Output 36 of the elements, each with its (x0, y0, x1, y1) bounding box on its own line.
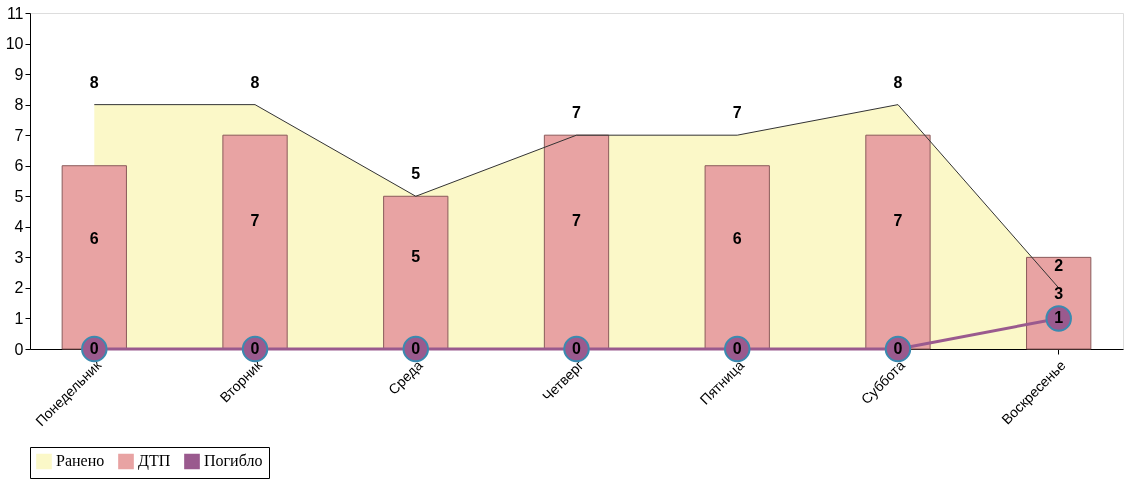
data-label: 1 (1054, 309, 1064, 327)
data-label: 6 (732, 230, 742, 248)
legend-label: Ранено (56, 452, 105, 470)
y-tick-label: 3 (14, 248, 24, 266)
data-label: 0 (89, 340, 99, 357)
data-label: 7 (732, 104, 742, 122)
legend-label: Погибло (204, 452, 263, 470)
data-label: 0 (893, 340, 903, 357)
data-label: 6 (89, 230, 99, 248)
y-tick-label: 4 (14, 218, 24, 236)
data-label: 7 (572, 104, 582, 122)
data-label: 7 (250, 211, 260, 229)
y-tick-label: 8 (14, 96, 24, 114)
y-tick-label: 5 (14, 187, 24, 205)
data-label: 0 (250, 340, 260, 357)
y-tick-label: 11 (6, 4, 24, 22)
data-label: 2 (1054, 256, 1064, 274)
data-label: 0 (411, 340, 421, 357)
y-tick-label: 0 (14, 340, 24, 358)
data-label: 7 (893, 211, 903, 229)
data-label: 3 (1054, 285, 1064, 303)
y-tick-label: 1 (14, 309, 24, 327)
y-tick-label: 9 (14, 65, 24, 83)
data-label: 0 (572, 340, 582, 357)
y-tick-label: 7 (14, 126, 24, 144)
y-tick-label: 10 (5, 35, 24, 53)
data-label: 8 (250, 73, 260, 91)
data-label: 7 (572, 211, 582, 229)
data-label: 8 (893, 73, 903, 91)
data-label: 5 (411, 248, 421, 266)
legend-label: ДТП (138, 452, 171, 471)
data-label: 0 (732, 340, 742, 357)
data-label: 8 (89, 73, 99, 91)
y-tick-label: 2 (14, 279, 24, 297)
y-tick-label: 6 (14, 157, 24, 175)
data-label: 5 (411, 165, 421, 183)
